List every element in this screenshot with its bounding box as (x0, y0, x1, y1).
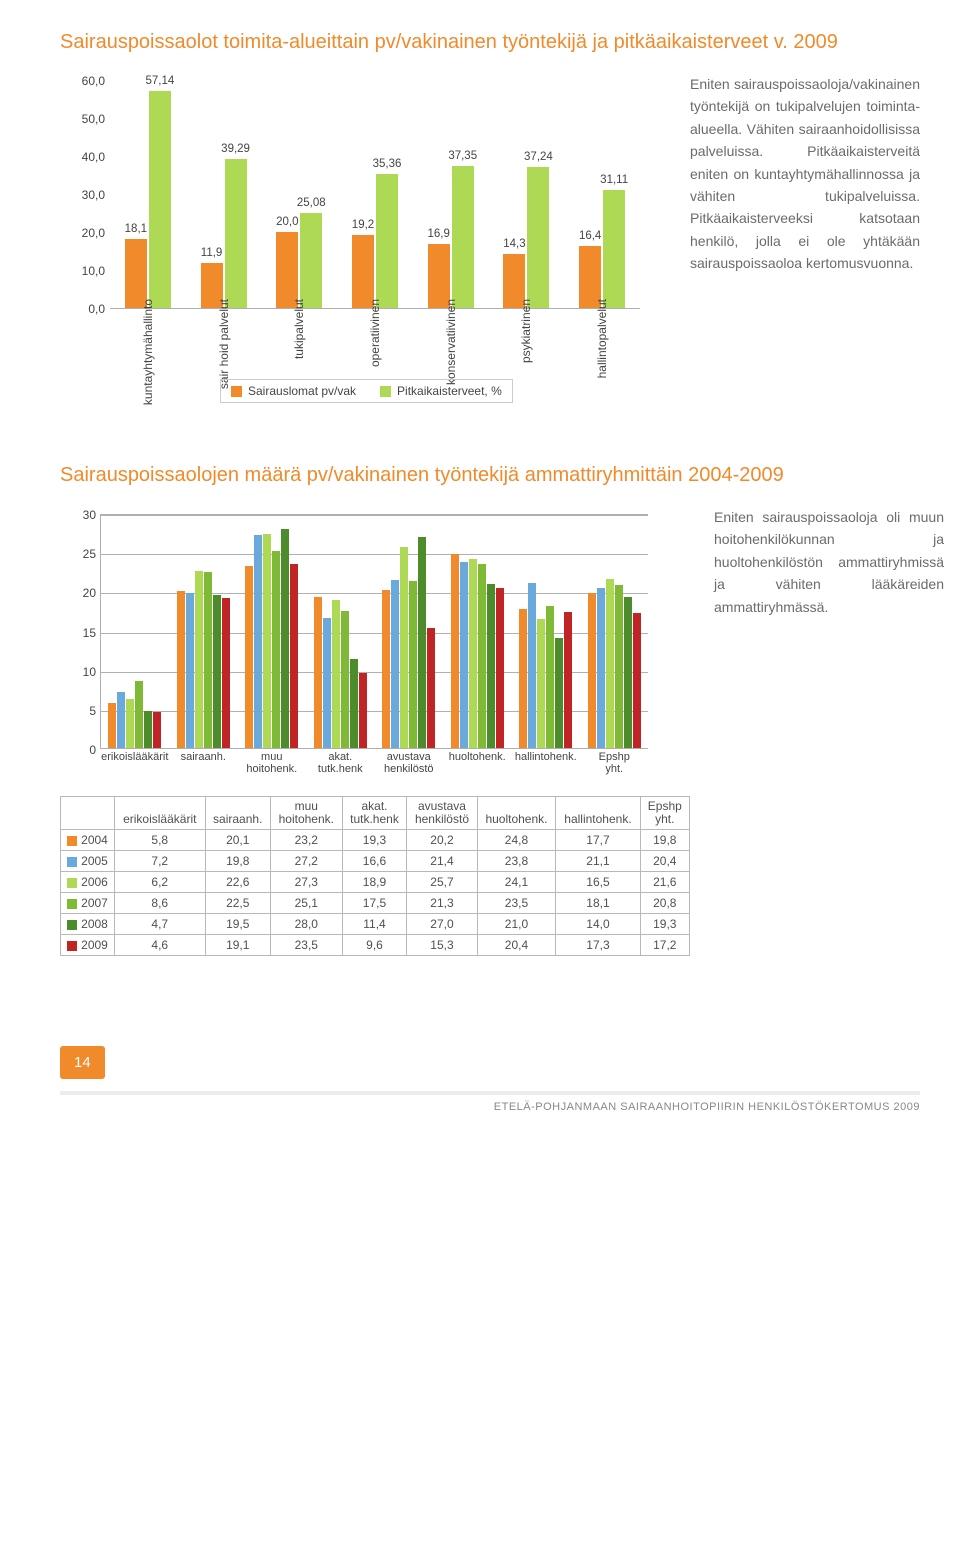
table-row: 20057,219,827,216,621,423,821,120,4 (61, 851, 690, 872)
y-tick: 20,0 (65, 226, 105, 240)
category-label: huoltohenk. (449, 748, 506, 763)
table-header: huoltohenk. (477, 797, 556, 830)
bar-label: 16,9 (428, 228, 450, 240)
bar-label: 20,0 (276, 216, 298, 228)
y-tick: 10,0 (65, 264, 105, 278)
bar-label: 11,9 (201, 247, 223, 259)
section2-title: Sairauspoissaolojen määrä pv/vakinainen … (60, 463, 920, 488)
bar-label: 31,11 (600, 174, 628, 186)
legend-item: Pitkaikaisterveet, % (397, 384, 502, 398)
category-label: konservatiivinen (444, 299, 458, 385)
section1-title: Sairauspoissaolot toimita-alueittain pv/… (60, 30, 920, 55)
bar-label: 37,35 (448, 150, 477, 162)
bar-label: 35,36 (373, 158, 402, 170)
table-header: muuhoitohenk. (270, 797, 342, 830)
table-header: erikoislääkärit (115, 797, 206, 830)
table-row: 20094,619,123,59,615,320,417,317,2 (61, 935, 690, 956)
chart1: 0,0 10,0 20,0 30,0 40,0 50,0 60,0 18,1 57,14 kunt… (60, 73, 666, 403)
legend-item: Sairauslomat pv/vak (248, 384, 356, 398)
footer: ETELÄ-POHJANMAAN SAIRAANHOITOPIIRIN HENK… (60, 1091, 920, 1113)
chart1-legend: Sairauslomat pv/vak Pitkaikaisterveet, % (220, 379, 513, 403)
category-label: akat.tutk.henk (318, 748, 363, 775)
bar-label: 25,08 (297, 197, 326, 209)
table-header: avustavahenkilöstö (407, 797, 477, 830)
category-label: kuntayhtymähallinto (141, 299, 155, 405)
section1-body: Eniten sairauspoissaoloja/vakinainen työ… (690, 73, 920, 275)
category-label: erikoislääkärit (101, 748, 168, 763)
category-label: sair hoid palvelut (217, 299, 231, 389)
category-label: avustavahenkilöstö (384, 748, 434, 775)
y-tick: 10 (71, 665, 96, 679)
page-number: 14 (60, 1046, 105, 1079)
table-header: sairaanh. (205, 797, 270, 830)
y-tick: 60,0 (65, 74, 105, 88)
bar-label: 14,3 (503, 238, 525, 250)
table-header: hallintohenk. (556, 797, 640, 830)
bar-label: 16,4 (579, 230, 601, 242)
table-row: 20066,222,627,318,925,724,116,521,6 (61, 872, 690, 893)
y-tick: 25 (71, 547, 96, 561)
section2-body: Eniten sairauspoissaoloja oli muun hoito… (714, 506, 944, 618)
y-tick: 0 (71, 743, 96, 757)
y-tick: 30 (71, 508, 96, 522)
table-row: 20045,820,123,219,320,224,817,719,8 (61, 830, 690, 851)
y-tick: 50,0 (65, 112, 105, 126)
bar-label: 39,29 (221, 143, 250, 155)
table-row: 20078,622,525,117,521,323,518,120,8 (61, 893, 690, 914)
category-label: sairaanh. (181, 748, 226, 763)
category-label: tukipalvelut (292, 299, 306, 359)
category-label: hallintohenk. (515, 748, 577, 763)
table-header: Epshpyht. (640, 797, 689, 830)
table-row: 20084,719,528,011,427,021,014,019,3 (61, 914, 690, 935)
category-label: muuhoitohenk. (246, 748, 297, 775)
y-tick: 0,0 (65, 302, 105, 316)
bar-label: 19,2 (352, 219, 374, 231)
bar-label: 18,1 (125, 223, 147, 235)
y-tick: 30,0 (65, 188, 105, 202)
bar-label: 57,14 (145, 75, 174, 87)
y-tick: 20 (71, 586, 96, 600)
category-label: hallintopalvelut (595, 299, 609, 378)
y-tick: 15 (71, 626, 96, 640)
y-tick: 40,0 (65, 150, 105, 164)
category-label: operatiivinen (368, 299, 382, 367)
data-table: erikoislääkäritsairaanh.muuhoitohenk.aka… (60, 796, 690, 956)
category-label: Epshpyht. (599, 748, 630, 775)
table-header: akat.tutk.henk (342, 797, 407, 830)
category-label: psykiatrinen (519, 299, 533, 363)
y-tick: 5 (71, 704, 96, 718)
bar-label: 37,24 (524, 151, 553, 163)
chart2: 051015202530erikoislääkäritsairaanh.muuh… (60, 506, 660, 766)
